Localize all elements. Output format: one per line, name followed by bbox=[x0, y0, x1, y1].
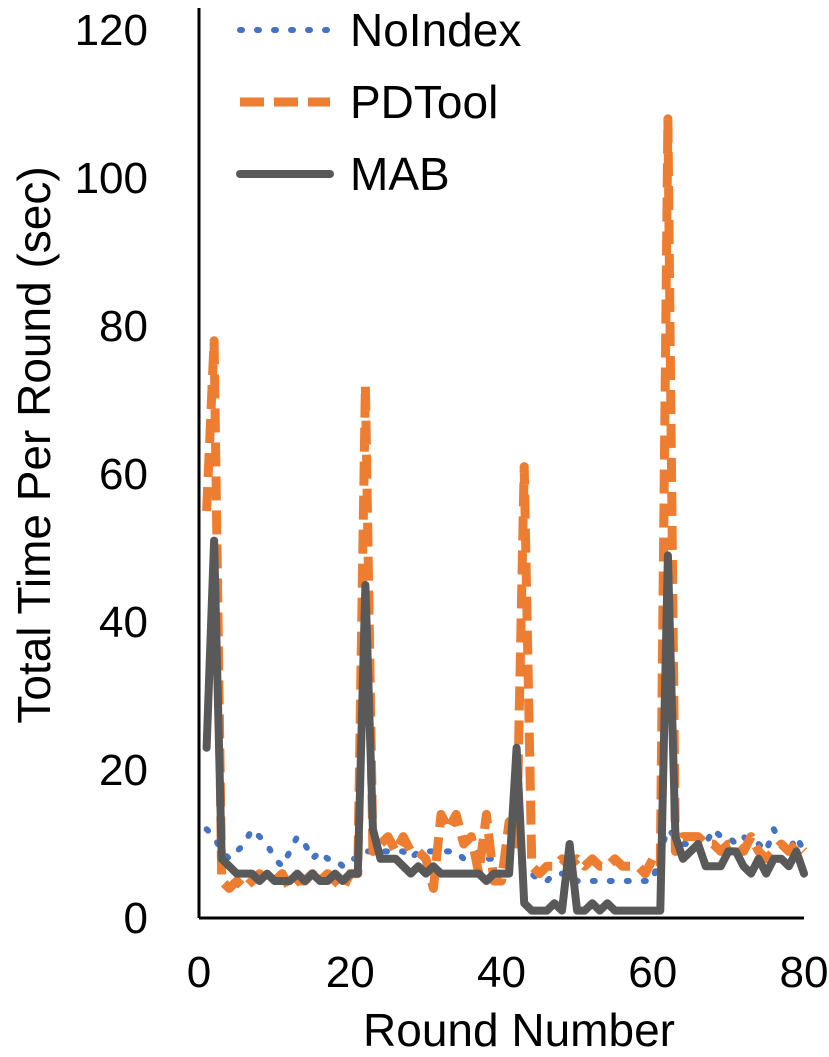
y-tick-label: 0 bbox=[124, 894, 148, 943]
legend-label-noindex: NoIndex bbox=[350, 4, 521, 56]
x-tick-label: 60 bbox=[628, 948, 677, 997]
x-axis-label: Round Number bbox=[363, 1004, 675, 1056]
series-line-mab bbox=[202, 536, 808, 915]
y-tick-label: 20 bbox=[99, 746, 148, 795]
legend-label-pdtool: PDTool bbox=[350, 76, 498, 128]
legend-label-mab: MAB bbox=[350, 148, 450, 200]
y-tick-label: 120 bbox=[75, 6, 148, 55]
y-axis-label: Total Time Per Round (sec) bbox=[8, 166, 60, 723]
series-layer bbox=[202, 114, 808, 915]
y-tick-labels: 0 20 40 60 80 100 120 bbox=[75, 6, 148, 943]
legend: NoIndex PDTool MAB bbox=[236, 4, 521, 200]
y-tick-label: 80 bbox=[99, 302, 148, 351]
x-tick-label: 80 bbox=[780, 948, 829, 997]
x-tick-label: 40 bbox=[477, 948, 526, 997]
y-tick-label: 60 bbox=[99, 450, 148, 499]
y-tick-label: 100 bbox=[75, 154, 148, 203]
x-tick-label: 20 bbox=[326, 948, 375, 997]
x-tick-labels: 0 20 40 60 80 bbox=[187, 948, 829, 997]
x-tick-label: 0 bbox=[187, 948, 211, 997]
series-line-pdtool bbox=[202, 114, 808, 893]
y-tick-label: 40 bbox=[99, 598, 148, 647]
